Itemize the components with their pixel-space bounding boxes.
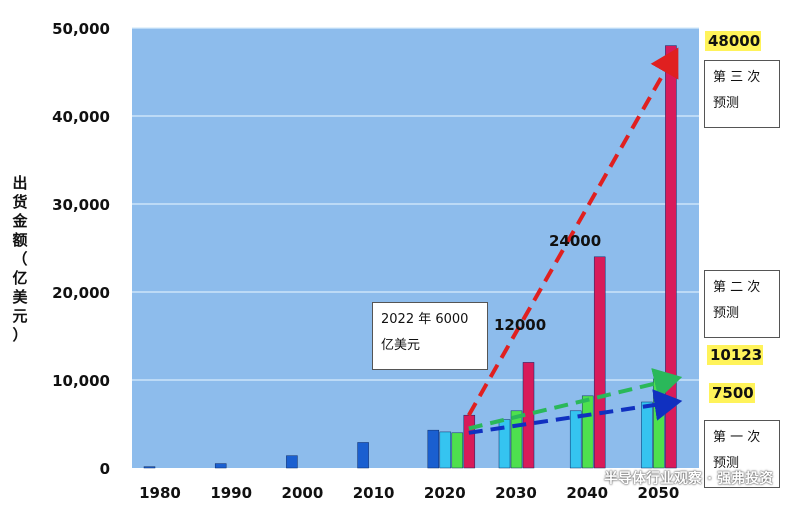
bar-第三次预测-2040 <box>593 256 606 469</box>
bar-第一次预测-2050 <box>641 401 653 469</box>
bar-第一次预测-2040 <box>569 410 582 469</box>
y-axis-title-char: 美 <box>12 288 28 306</box>
y-tick-label: 40,000 <box>52 108 110 126</box>
y-axis-title-char: （ <box>12 250 28 268</box>
value-label-12000: 12000 <box>494 316 546 334</box>
value-label-highlight <box>705 31 761 51</box>
bar-历史-1990 <box>214 463 227 469</box>
watermark: 半导体行业观察 · 强弗投资 <box>604 471 774 487</box>
value-label-7500: 7500 <box>712 384 754 402</box>
bar-第二次预测-2050 <box>653 378 665 469</box>
x-tick-label: 2020 <box>424 484 466 502</box>
value-label-highlight <box>707 345 763 365</box>
y-axis-title-char: 元 <box>12 307 28 325</box>
bar-历史-2000 <box>286 455 298 469</box>
x-tick-label: 2030 <box>495 484 537 502</box>
y-axis-title-char: 出 <box>12 174 28 192</box>
bar-第三次预测-2050 <box>665 45 677 469</box>
x-tick-label: 1990 <box>210 484 252 502</box>
note-2022-value: 2022 年 6000 亿美元 <box>372 302 488 370</box>
value-label-highlight <box>709 383 755 403</box>
bar-第二次预测-2040 <box>581 395 594 469</box>
note-second-forecast: 第 二 次 预测 <box>704 270 780 338</box>
bar-第一次预测-2020 <box>439 431 452 469</box>
note-third-forecast: 第 三 次 预测 <box>704 60 780 128</box>
arrow-blue <box>468 389 683 435</box>
value-label-10123: 10123 <box>710 346 762 364</box>
y-tick-label: 50,000 <box>52 20 110 38</box>
bar-第二次预测-2030 <box>510 410 523 469</box>
bar-历史-1980 <box>143 466 156 469</box>
y-tick-label: 10,000 <box>52 372 110 390</box>
value-label-24000: 24000 <box>549 232 601 250</box>
y-axis-title-char: 货 <box>12 193 28 211</box>
bar-历史-2020 <box>427 429 440 469</box>
x-tick-label: 1980 <box>139 484 181 502</box>
y-tick-label: 20,000 <box>52 284 110 302</box>
y-axis-title-char: 亿 <box>12 269 28 287</box>
x-tick-label: 2040 <box>566 484 608 502</box>
y-tick-label: 30,000 <box>52 196 110 214</box>
y-axis-title-char: ） <box>12 326 28 344</box>
x-tick-label: 2000 <box>282 484 324 502</box>
note-first-forecast: 第 一 次 预测 <box>704 420 780 488</box>
plot-area <box>132 28 699 468</box>
bar-第一次预测-2030 <box>498 419 511 469</box>
value-label-48000: 48000 <box>708 32 760 50</box>
arrow-green <box>468 368 683 431</box>
y-axis-title-char: 额 <box>12 231 28 249</box>
x-tick-label: 2050 <box>638 484 680 502</box>
bar-第二次预测-2020 <box>451 432 464 469</box>
bar-第三次预测-2020 <box>463 414 476 469</box>
bar-历史-2010 <box>357 442 369 469</box>
arrow-red <box>467 47 679 417</box>
y-tick-label: 0 <box>100 460 110 478</box>
x-tick-label: 2010 <box>353 484 395 502</box>
y-axis-title-char: 金 <box>12 212 28 230</box>
